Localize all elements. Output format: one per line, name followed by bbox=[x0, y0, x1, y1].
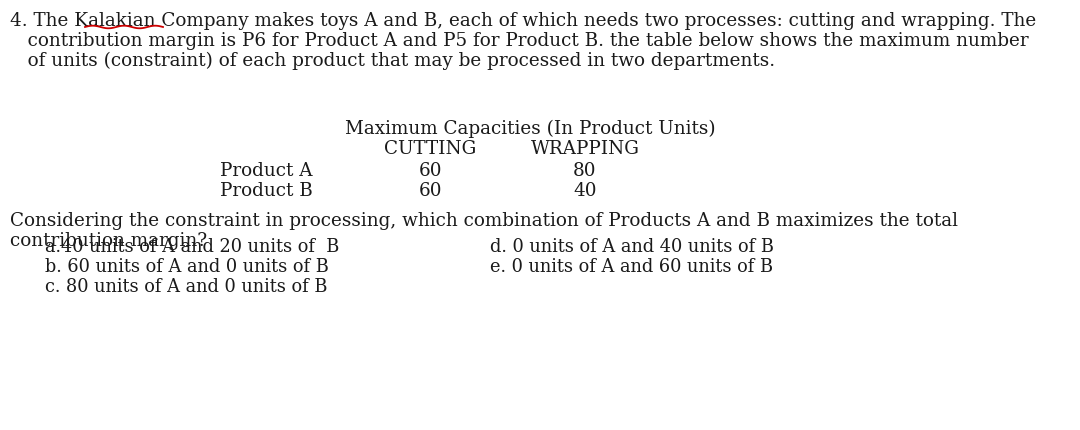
Text: contribution margin?: contribution margin? bbox=[10, 232, 207, 250]
Text: CUTTING: CUTTING bbox=[383, 140, 476, 158]
Text: d. 0 units of A and 40 units of B: d. 0 units of A and 40 units of B bbox=[490, 238, 774, 256]
Text: b. 60 units of A and 0 units of B: b. 60 units of A and 0 units of B bbox=[45, 258, 329, 276]
Text: 4. The Kalakian Company makes toys A and B, each of which needs two processes: c: 4. The Kalakian Company makes toys A and… bbox=[10, 12, 1036, 30]
Text: 40: 40 bbox=[573, 182, 597, 200]
Text: a.40 units of A and 20 units of  B: a.40 units of A and 20 units of B bbox=[45, 238, 339, 256]
Text: c. 80 units of A and 0 units of B: c. 80 units of A and 0 units of B bbox=[45, 278, 327, 296]
Text: Product A: Product A bbox=[220, 162, 312, 180]
Text: contribution margin is P6 for Product A and P5 for Product B. the table below sh: contribution margin is P6 for Product A … bbox=[10, 32, 1028, 50]
Text: WRAPPING: WRAPPING bbox=[530, 140, 639, 158]
Text: Maximum Capacities (In Product Units): Maximum Capacities (In Product Units) bbox=[345, 120, 715, 138]
Text: 60: 60 bbox=[418, 162, 442, 180]
Text: Considering the constraint in processing, which combination of Products A and B : Considering the constraint in processing… bbox=[10, 212, 958, 230]
Text: Product B: Product B bbox=[220, 182, 313, 200]
Text: e. 0 units of A and 60 units of B: e. 0 units of A and 60 units of B bbox=[490, 258, 773, 276]
Text: of units (constraint) of each product that may be processed in two departments.: of units (constraint) of each product th… bbox=[10, 52, 775, 70]
Text: 60: 60 bbox=[418, 182, 442, 200]
Text: 80: 80 bbox=[573, 162, 597, 180]
